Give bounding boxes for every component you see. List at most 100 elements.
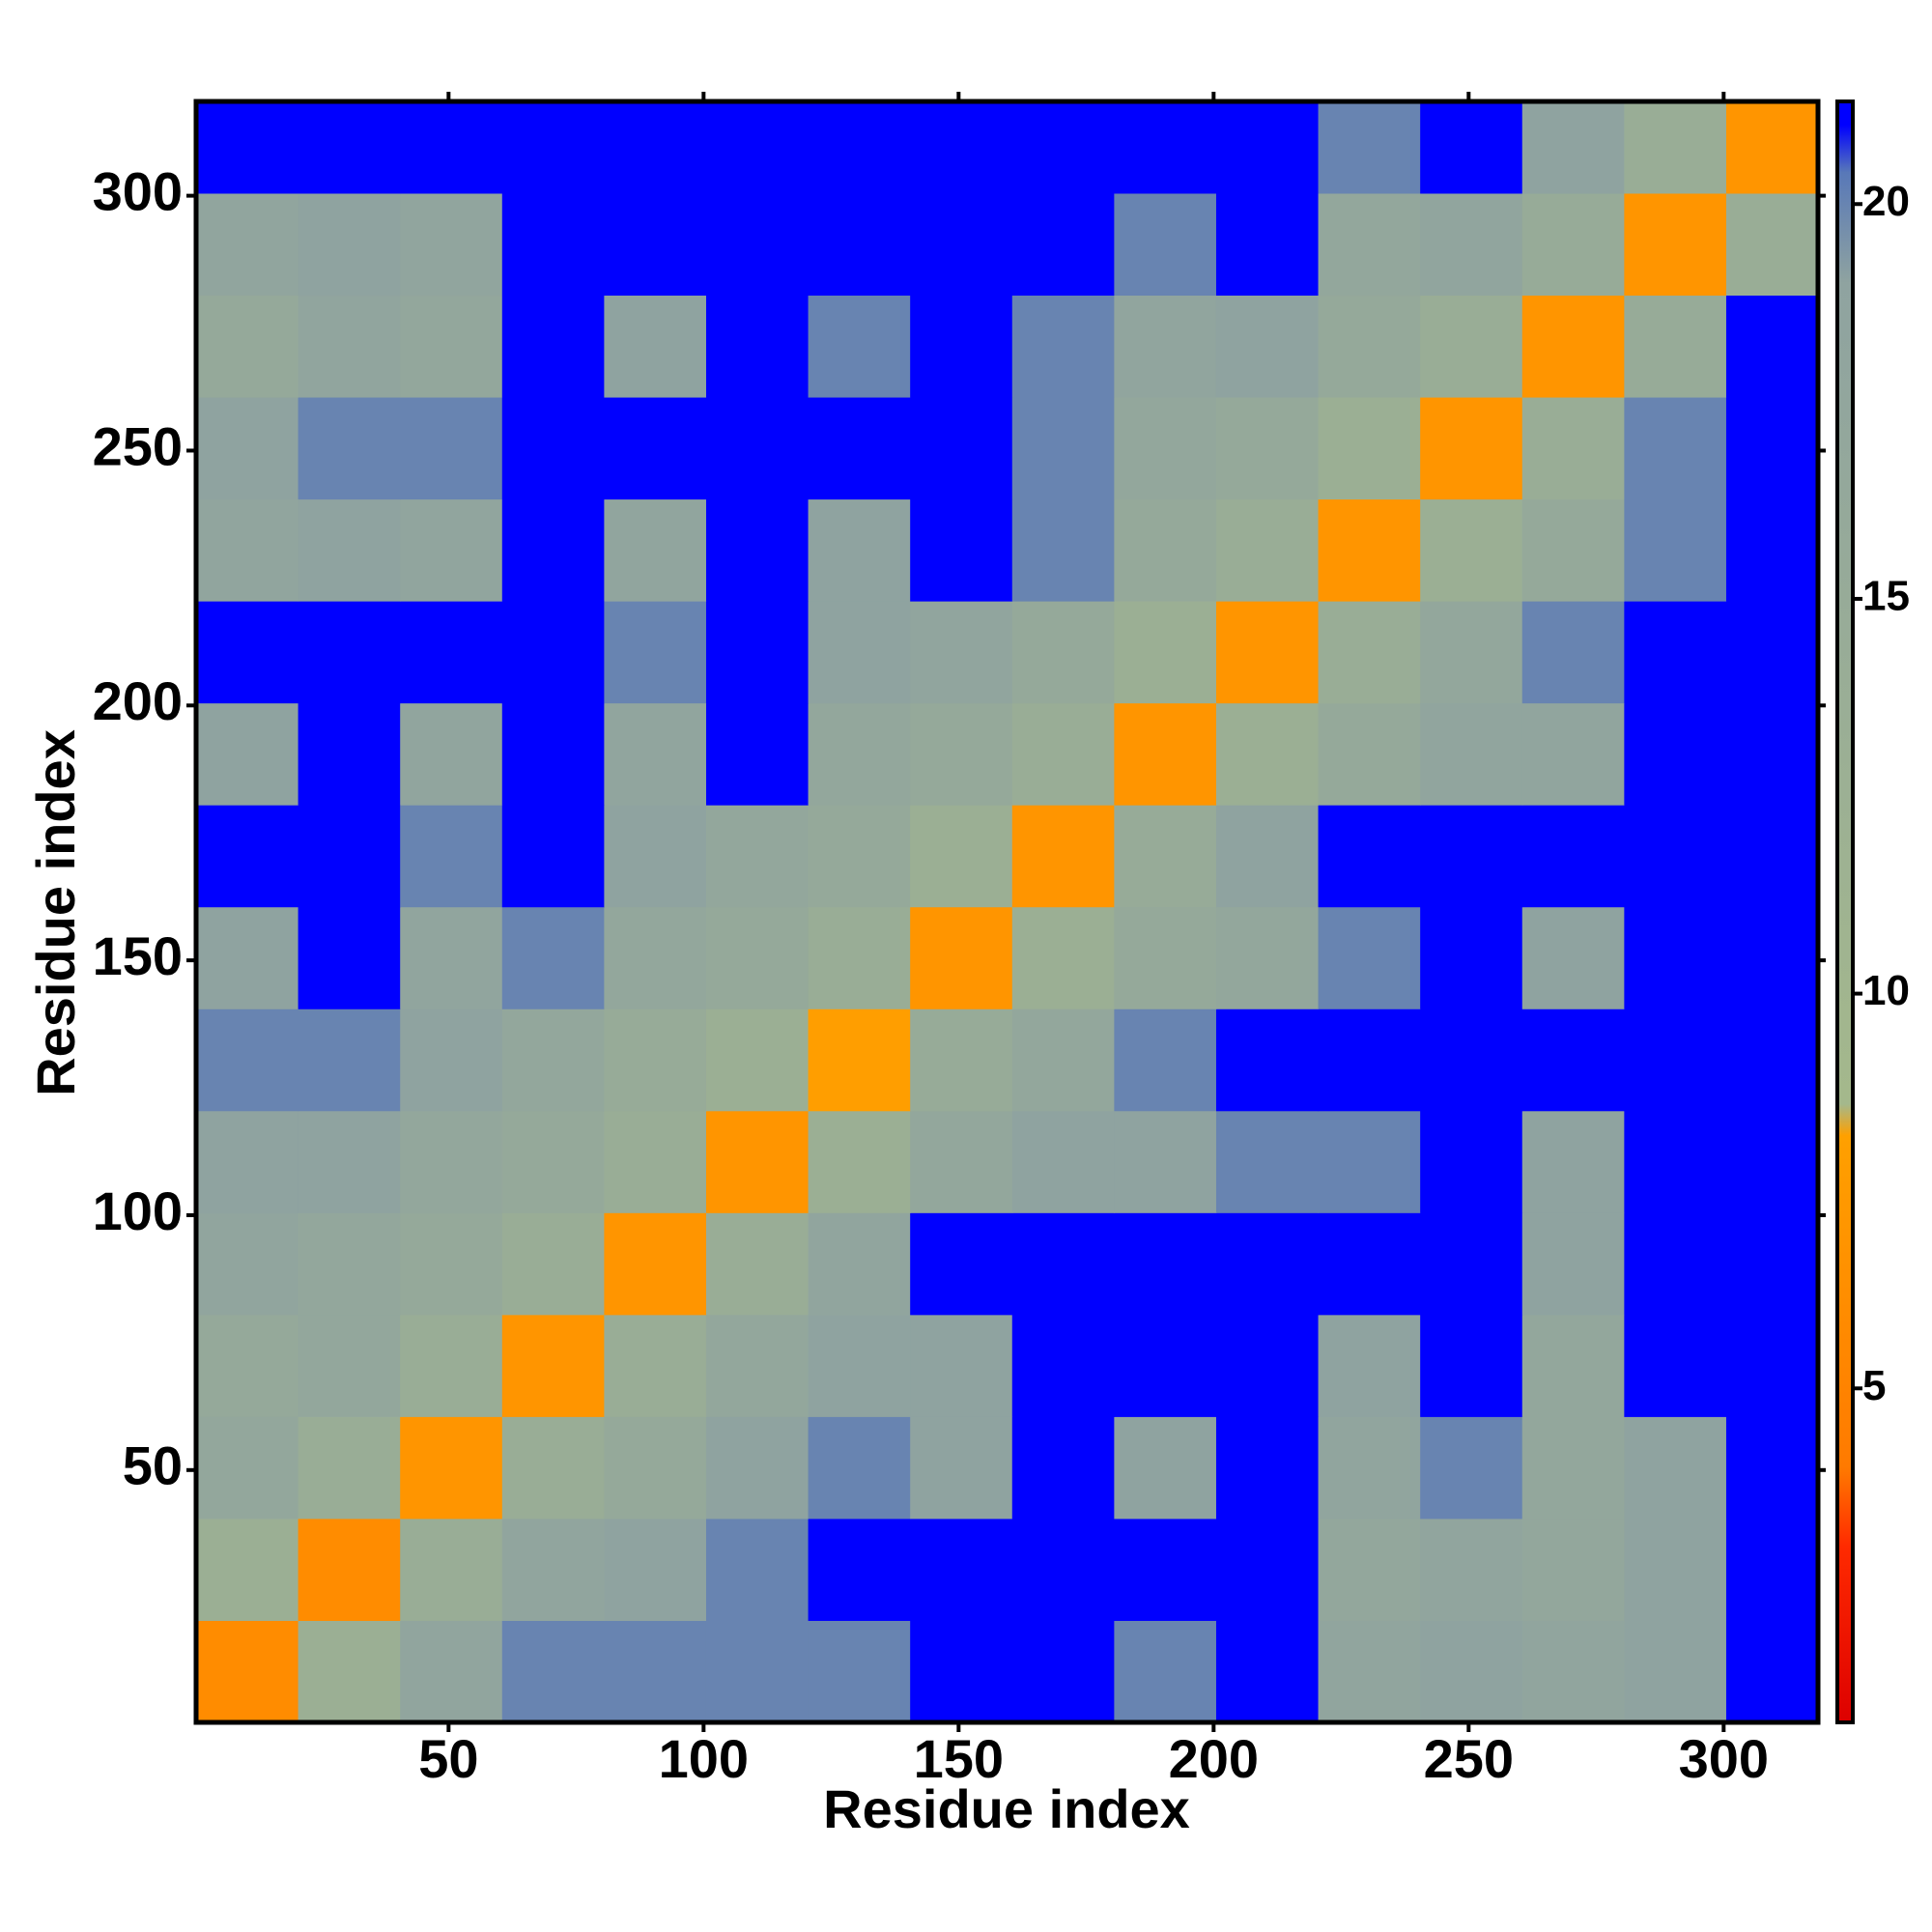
- heatmap-cell: [1011, 1009, 1115, 1112]
- x-tick-label: 150: [914, 1728, 1004, 1789]
- heatmap-cell: [705, 1212, 810, 1316]
- heatmap-cell: [1725, 805, 1819, 908]
- heatmap-cell: [400, 805, 503, 908]
- heatmap-cell: [1318, 1314, 1421, 1417]
- heatmap-cell: [501, 192, 605, 297]
- heatmap-cell: [298, 1620, 401, 1723]
- heatmap-cell: [1011, 192, 1115, 297]
- x-tick-label: 200: [1169, 1728, 1259, 1789]
- x-axis-title: Residue index: [823, 1778, 1190, 1839]
- heatmap-cell: [910, 192, 1013, 297]
- heatmap-cell: [1011, 1110, 1115, 1213]
- heatmap-cell: [1114, 295, 1217, 398]
- heatmap-cell: [298, 1518, 401, 1621]
- heatmap-cell: [1011, 498, 1115, 602]
- heatmap-cell: [1624, 1518, 1727, 1621]
- heatmap-cell: [1011, 101, 1115, 194]
- heatmap-cell: [501, 397, 605, 500]
- x-tick-label: 50: [418, 1728, 478, 1789]
- heatmap-cell: [196, 192, 299, 297]
- heatmap-cell: [604, 1620, 707, 1723]
- heatmap-cell: [1114, 498, 1217, 602]
- heatmap-cell: [910, 1009, 1013, 1112]
- heatmap-cell: [1624, 397, 1727, 500]
- heatmap-cell: [910, 1518, 1013, 1621]
- heatmap-cell: [604, 1416, 707, 1520]
- heatmap-cell: [808, 1620, 911, 1723]
- x-tick-label: 300: [1679, 1728, 1769, 1789]
- heatmap-cell: [1011, 1314, 1115, 1417]
- heatmap-cell: [1318, 1620, 1421, 1723]
- heatmap-cell: [196, 397, 299, 500]
- heatmap-cell: [910, 498, 1013, 602]
- heatmap-cell: [1114, 1416, 1217, 1520]
- heatmap-cell: [1624, 805, 1727, 908]
- heatmap-cell: [604, 702, 707, 806]
- heatmap-cell: [705, 397, 810, 500]
- colorbar-tick-label: 20: [1862, 178, 1910, 225]
- heatmap-cell: [1521, 1009, 1625, 1112]
- heatmap-cell: [604, 1518, 707, 1621]
- heatmap-cell: [501, 1620, 605, 1723]
- heatmap-cell: [501, 805, 605, 908]
- y-tick-label: 50: [123, 1435, 183, 1496]
- heatmap-cell: [705, 1518, 810, 1621]
- heatmap-cell: [1114, 397, 1217, 500]
- heatmap-cell: [298, 1212, 401, 1316]
- heatmap-cell: [910, 397, 1013, 500]
- heatmap-cell: [298, 702, 401, 806]
- heatmap-cell: [808, 601, 911, 704]
- heatmap-cell: [1725, 702, 1819, 806]
- heatmap-cell: [1114, 101, 1217, 194]
- heatmap-cell: [298, 192, 401, 297]
- heatmap-cell: [400, 906, 503, 1009]
- heatmap-cell: [604, 805, 707, 908]
- heatmap-cell: [1215, 101, 1320, 194]
- heatmap-cell: [1624, 1110, 1727, 1213]
- heatmap-cell: [1215, 601, 1320, 704]
- heatmap-cell: [1420, 192, 1523, 297]
- heatmap-cell: [604, 498, 707, 602]
- heatmap-cell: [501, 1416, 605, 1520]
- heatmap-cell: [1215, 1212, 1320, 1316]
- heatmap-cell: [1215, 1009, 1320, 1112]
- heatmap-cell: [705, 906, 810, 1009]
- heatmap-cell: [400, 1009, 503, 1112]
- heatmap-cell: [196, 101, 299, 194]
- heatmap-cell: [910, 1314, 1013, 1417]
- heatmap-cell: [196, 1110, 299, 1213]
- heatmap-cell: [1215, 498, 1320, 602]
- heatmap-cell: [1624, 498, 1727, 602]
- heatmap-cell: [1318, 1009, 1421, 1112]
- heatmap-cell: [1114, 1620, 1217, 1723]
- heatmap-cell: [604, 601, 707, 704]
- heatmap-cell: [501, 1110, 605, 1213]
- heatmap-cell: [1114, 1009, 1217, 1112]
- heatmap-cell: [705, 702, 810, 806]
- heatmap-cell: [808, 498, 911, 602]
- heatmap-cell: [1011, 702, 1115, 806]
- heatmap-cell: [910, 1110, 1013, 1213]
- heatmap-cell: [400, 1212, 503, 1316]
- heatmap-cell: [705, 295, 810, 398]
- heatmap-cell: [1725, 1518, 1819, 1621]
- heatmap-cell: [1624, 702, 1727, 806]
- heatmap-cell: [501, 1518, 605, 1621]
- heatmap-cell: [1215, 192, 1320, 297]
- heatmap-cell: [196, 295, 299, 398]
- y-tick-label: 150: [93, 925, 183, 986]
- heatmap-cell: [298, 397, 401, 500]
- heatmap-cell: [1215, 906, 1320, 1009]
- heatmap-cell: [604, 1314, 707, 1417]
- heatmap-cell: [808, 295, 911, 398]
- heatmap-cell: [1521, 101, 1625, 194]
- heatmap-cell: [196, 1009, 299, 1112]
- heatmap-cell: [1215, 805, 1320, 908]
- heatmap-cell: [1725, 101, 1819, 194]
- heatmap: [196, 101, 1819, 1723]
- heatmap-cell: [1318, 1110, 1421, 1213]
- heatmap-cell: [604, 192, 707, 297]
- heatmap-cell: [808, 1212, 911, 1316]
- heatmap-cell: [1215, 1620, 1320, 1723]
- heatmap-cell: [1011, 1518, 1115, 1621]
